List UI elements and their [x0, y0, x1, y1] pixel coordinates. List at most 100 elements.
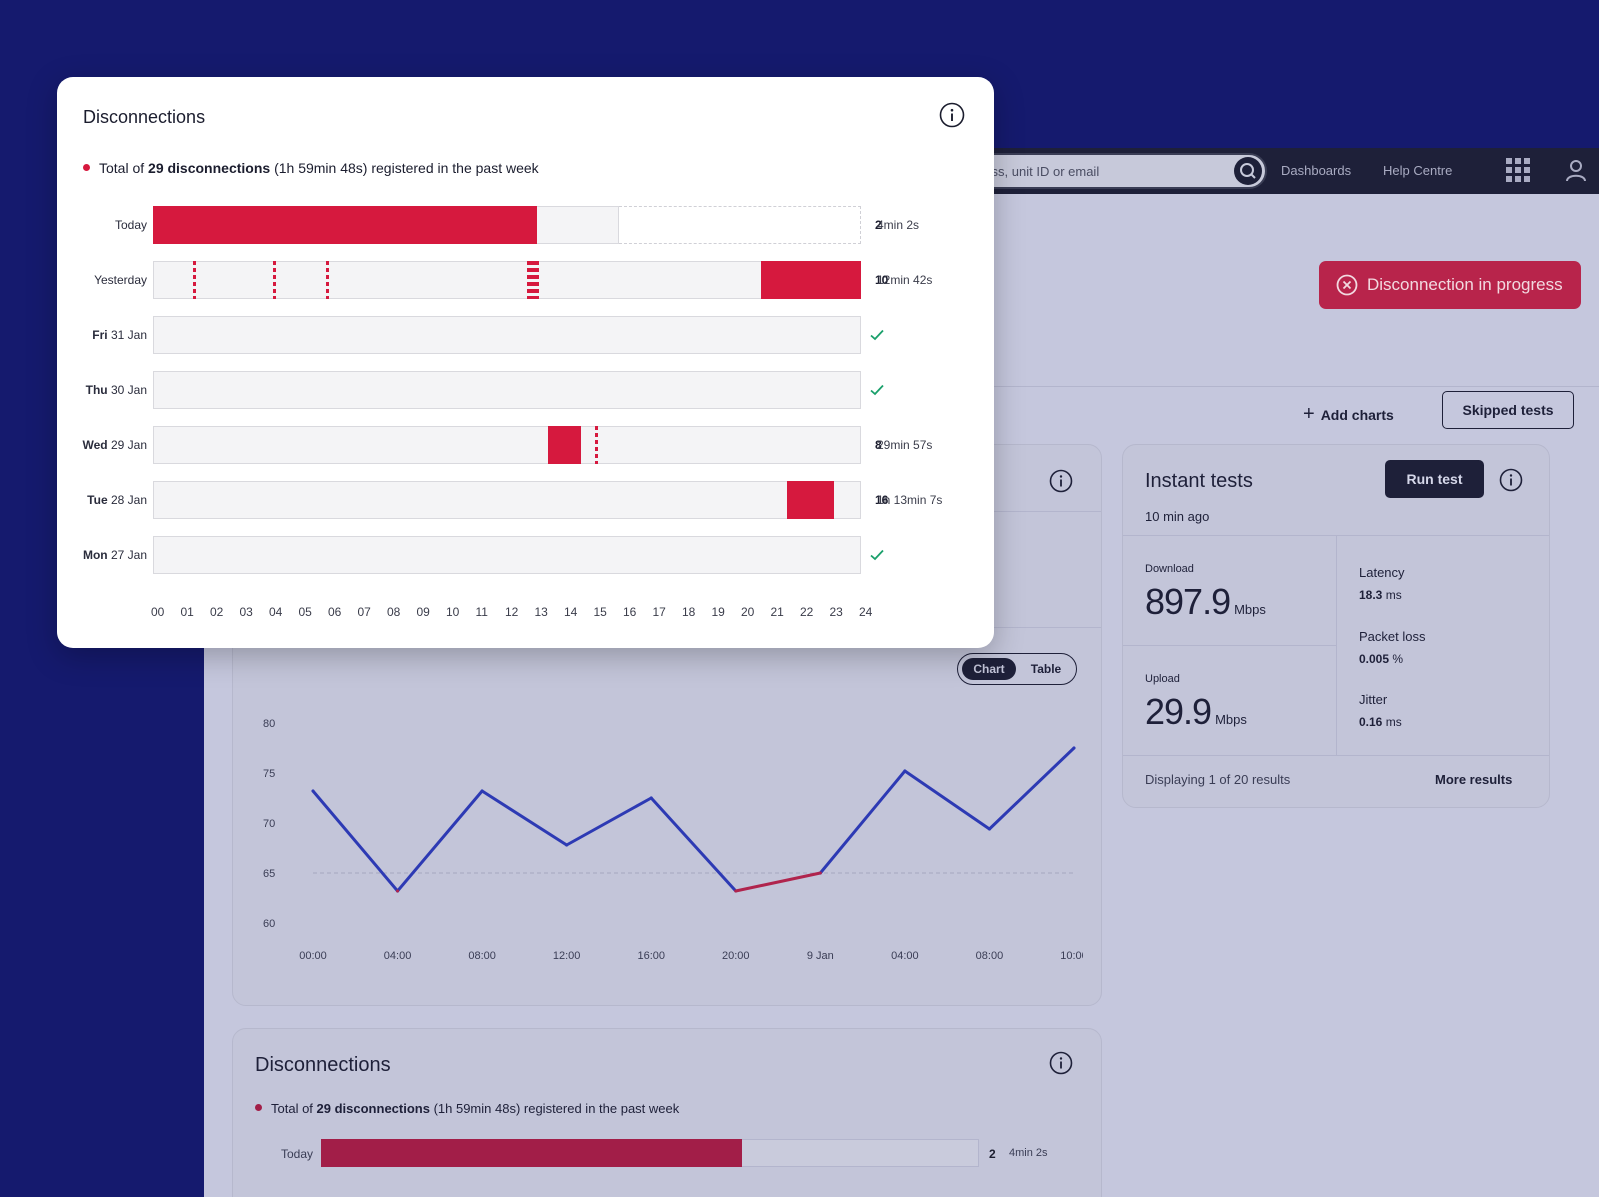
more-results-link[interactable]: More results — [1435, 772, 1513, 787]
series-segment — [565, 796, 653, 847]
row-label: Mon 27 Jan — [57, 548, 147, 562]
info-icon[interactable] — [939, 102, 965, 128]
run-test-button[interactable]: Run test — [1385, 460, 1484, 498]
instant-tests-timestamp: 10 min ago — [1145, 509, 1210, 524]
row-day: Wed — [82, 438, 108, 452]
hour-tick-label: 04 — [269, 605, 283, 619]
y-tick-label: 70 — [263, 818, 275, 830]
upload-metric: 29.9 Mbps — [1145, 691, 1247, 733]
disconnection-tick — [594, 426, 598, 464]
row-label: Today — [114, 218, 147, 232]
series-segment — [734, 871, 822, 893]
row-count: 16 — [875, 493, 889, 507]
row-count: 8 — [875, 438, 882, 452]
data-point — [987, 827, 991, 831]
status-dot — [255, 1104, 262, 1111]
info-icon[interactable] — [1049, 1051, 1073, 1075]
jitter-metric: 0.16 ms — [1359, 715, 1402, 729]
info-icon[interactable] — [1499, 468, 1523, 492]
skipped-tests-button[interactable]: Skipped tests — [1442, 391, 1574, 429]
data-point — [649, 796, 653, 800]
hour-tick-label: 05 — [298, 605, 312, 619]
data-point — [734, 889, 738, 893]
row-date: 28 Jan — [107, 493, 147, 507]
upload-unit: Mbps — [1215, 712, 1247, 727]
disconnection-block — [321, 1139, 742, 1167]
row-duration: 29min 57s — [877, 438, 933, 452]
hour-tick-label: 15 — [593, 605, 607, 619]
jitter-label: Jitter — [1359, 692, 1388, 707]
timeline-bar — [153, 536, 861, 574]
status-dot — [83, 164, 90, 171]
disconnection-tick — [529, 261, 533, 299]
series-segment — [987, 746, 1076, 831]
apps-grid-icon[interactable] — [1506, 158, 1530, 182]
hour-tick-label: 13 — [534, 605, 548, 619]
timeline-bar — [153, 426, 861, 464]
hour-tick-label: 16 — [623, 605, 637, 619]
hour-tick-label: 20 — [741, 605, 755, 619]
series-segment — [649, 796, 738, 893]
hour-tick-label: 07 — [357, 605, 371, 619]
disconnection-block — [153, 206, 537, 244]
disconnection-tick — [535, 261, 539, 299]
hour-tick-label: 14 — [564, 605, 578, 619]
row-duration: 12min 42s — [877, 273, 933, 287]
chart-table-toggle[interactable]: Chart Table — [957, 653, 1077, 685]
hour-tick-label: 19 — [711, 605, 725, 619]
nav-help-centre[interactable]: Help Centre — [1383, 163, 1453, 178]
row-day: Mon — [82, 548, 108, 562]
series-segment — [396, 789, 484, 893]
packet-loss-label: Packet loss — [1359, 629, 1426, 644]
data-point — [396, 889, 400, 893]
nav-dashboards[interactable]: Dashboards — [1281, 163, 1352, 178]
download-metric: 897.9 Mbps — [1145, 581, 1266, 623]
download-label: Download — [1145, 563, 1194, 575]
latency-label: Latency — [1359, 565, 1405, 580]
packet-loss-value: 0.005 — [1359, 652, 1390, 666]
x-tick-label: 12:00 — [553, 950, 581, 962]
row-label: Tue 28 Jan — [57, 493, 147, 507]
summary-count: 29 disconnections — [316, 1101, 430, 1116]
series-segment — [818, 769, 907, 875]
latency-unit: ms — [1385, 588, 1402, 602]
x-tick-label: 10:00 — [1060, 950, 1083, 962]
jitter-value: 0.16 — [1359, 715, 1383, 729]
user-icon[interactable] — [1564, 158, 1588, 182]
data-point — [565, 843, 569, 847]
add-charts-button[interactable]: + Add charts — [1303, 403, 1394, 426]
row-label: Yesterday — [94, 273, 147, 287]
disconnections-summary: Total of 29 disconnections (1h 59min 48s… — [83, 160, 539, 176]
row-label: Today — [281, 1147, 314, 1161]
latency-value: 18.3 — [1359, 588, 1383, 602]
results-count: Displaying 1 of 20 results — [1145, 772, 1291, 787]
row-duration: 1h 13min 7s — [877, 493, 943, 507]
row-duration: 4min 2s — [1009, 1147, 1048, 1159]
disconnection-tick — [532, 261, 536, 299]
data-point — [480, 789, 484, 793]
disconnections-card: Disconnections Total of 29 disconnection… — [232, 1028, 1102, 1197]
row-label: Thu 30 Jan — [57, 383, 147, 397]
timeline-bar — [153, 261, 861, 299]
hour-tick-label: 03 — [239, 605, 253, 619]
row-count: 2 — [989, 1147, 996, 1161]
search-input[interactable]: ress, unit ID or email — [964, 153, 1267, 189]
timeline-bar — [153, 481, 861, 519]
row-day: Fri — [92, 328, 108, 342]
info-icon[interactable] — [1049, 469, 1073, 493]
toggle-table[interactable]: Table — [1030, 662, 1062, 676]
check-icon — [870, 384, 884, 396]
y-tick-label: 60 — [263, 918, 275, 930]
series-segment — [311, 789, 400, 893]
x-tick-label: 9 Jan — [807, 950, 834, 962]
x-tick-label: 04:00 — [384, 950, 412, 962]
row-count: 10 — [875, 273, 889, 287]
hour-tick-label: 00 — [151, 605, 165, 619]
search-button[interactable] — [1234, 157, 1262, 185]
row-count: 2 — [875, 218, 882, 232]
toggle-chart[interactable]: Chart — [962, 658, 1016, 680]
disconnection-tick — [326, 261, 330, 299]
disconnection-tick — [193, 261, 197, 299]
x-tick-label: 04:00 — [891, 950, 919, 962]
hour-tick-label: 21 — [770, 605, 784, 619]
